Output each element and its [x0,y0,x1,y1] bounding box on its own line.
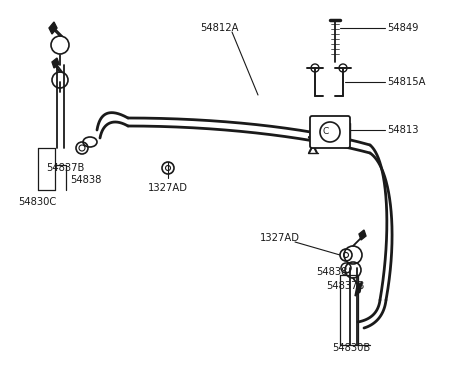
Text: 54815A: 54815A [387,77,425,87]
Text: 54837B: 54837B [326,281,364,291]
Text: 1327AD: 1327AD [260,233,300,243]
Polygon shape [49,22,57,34]
Text: 54838: 54838 [316,267,347,277]
FancyBboxPatch shape [310,116,350,148]
Text: 54830B: 54830B [332,343,370,353]
Text: 54838: 54838 [70,175,101,185]
Text: 54849: 54849 [387,23,419,33]
Text: 54830C: 54830C [18,197,56,207]
Polygon shape [52,58,59,68]
Text: C: C [323,128,329,136]
Text: 54812A: 54812A [200,23,238,33]
Text: 1327AD: 1327AD [148,183,188,193]
Polygon shape [355,282,362,296]
Text: 54837B: 54837B [46,163,84,173]
Text: 54813: 54813 [387,125,419,135]
Polygon shape [359,230,366,240]
